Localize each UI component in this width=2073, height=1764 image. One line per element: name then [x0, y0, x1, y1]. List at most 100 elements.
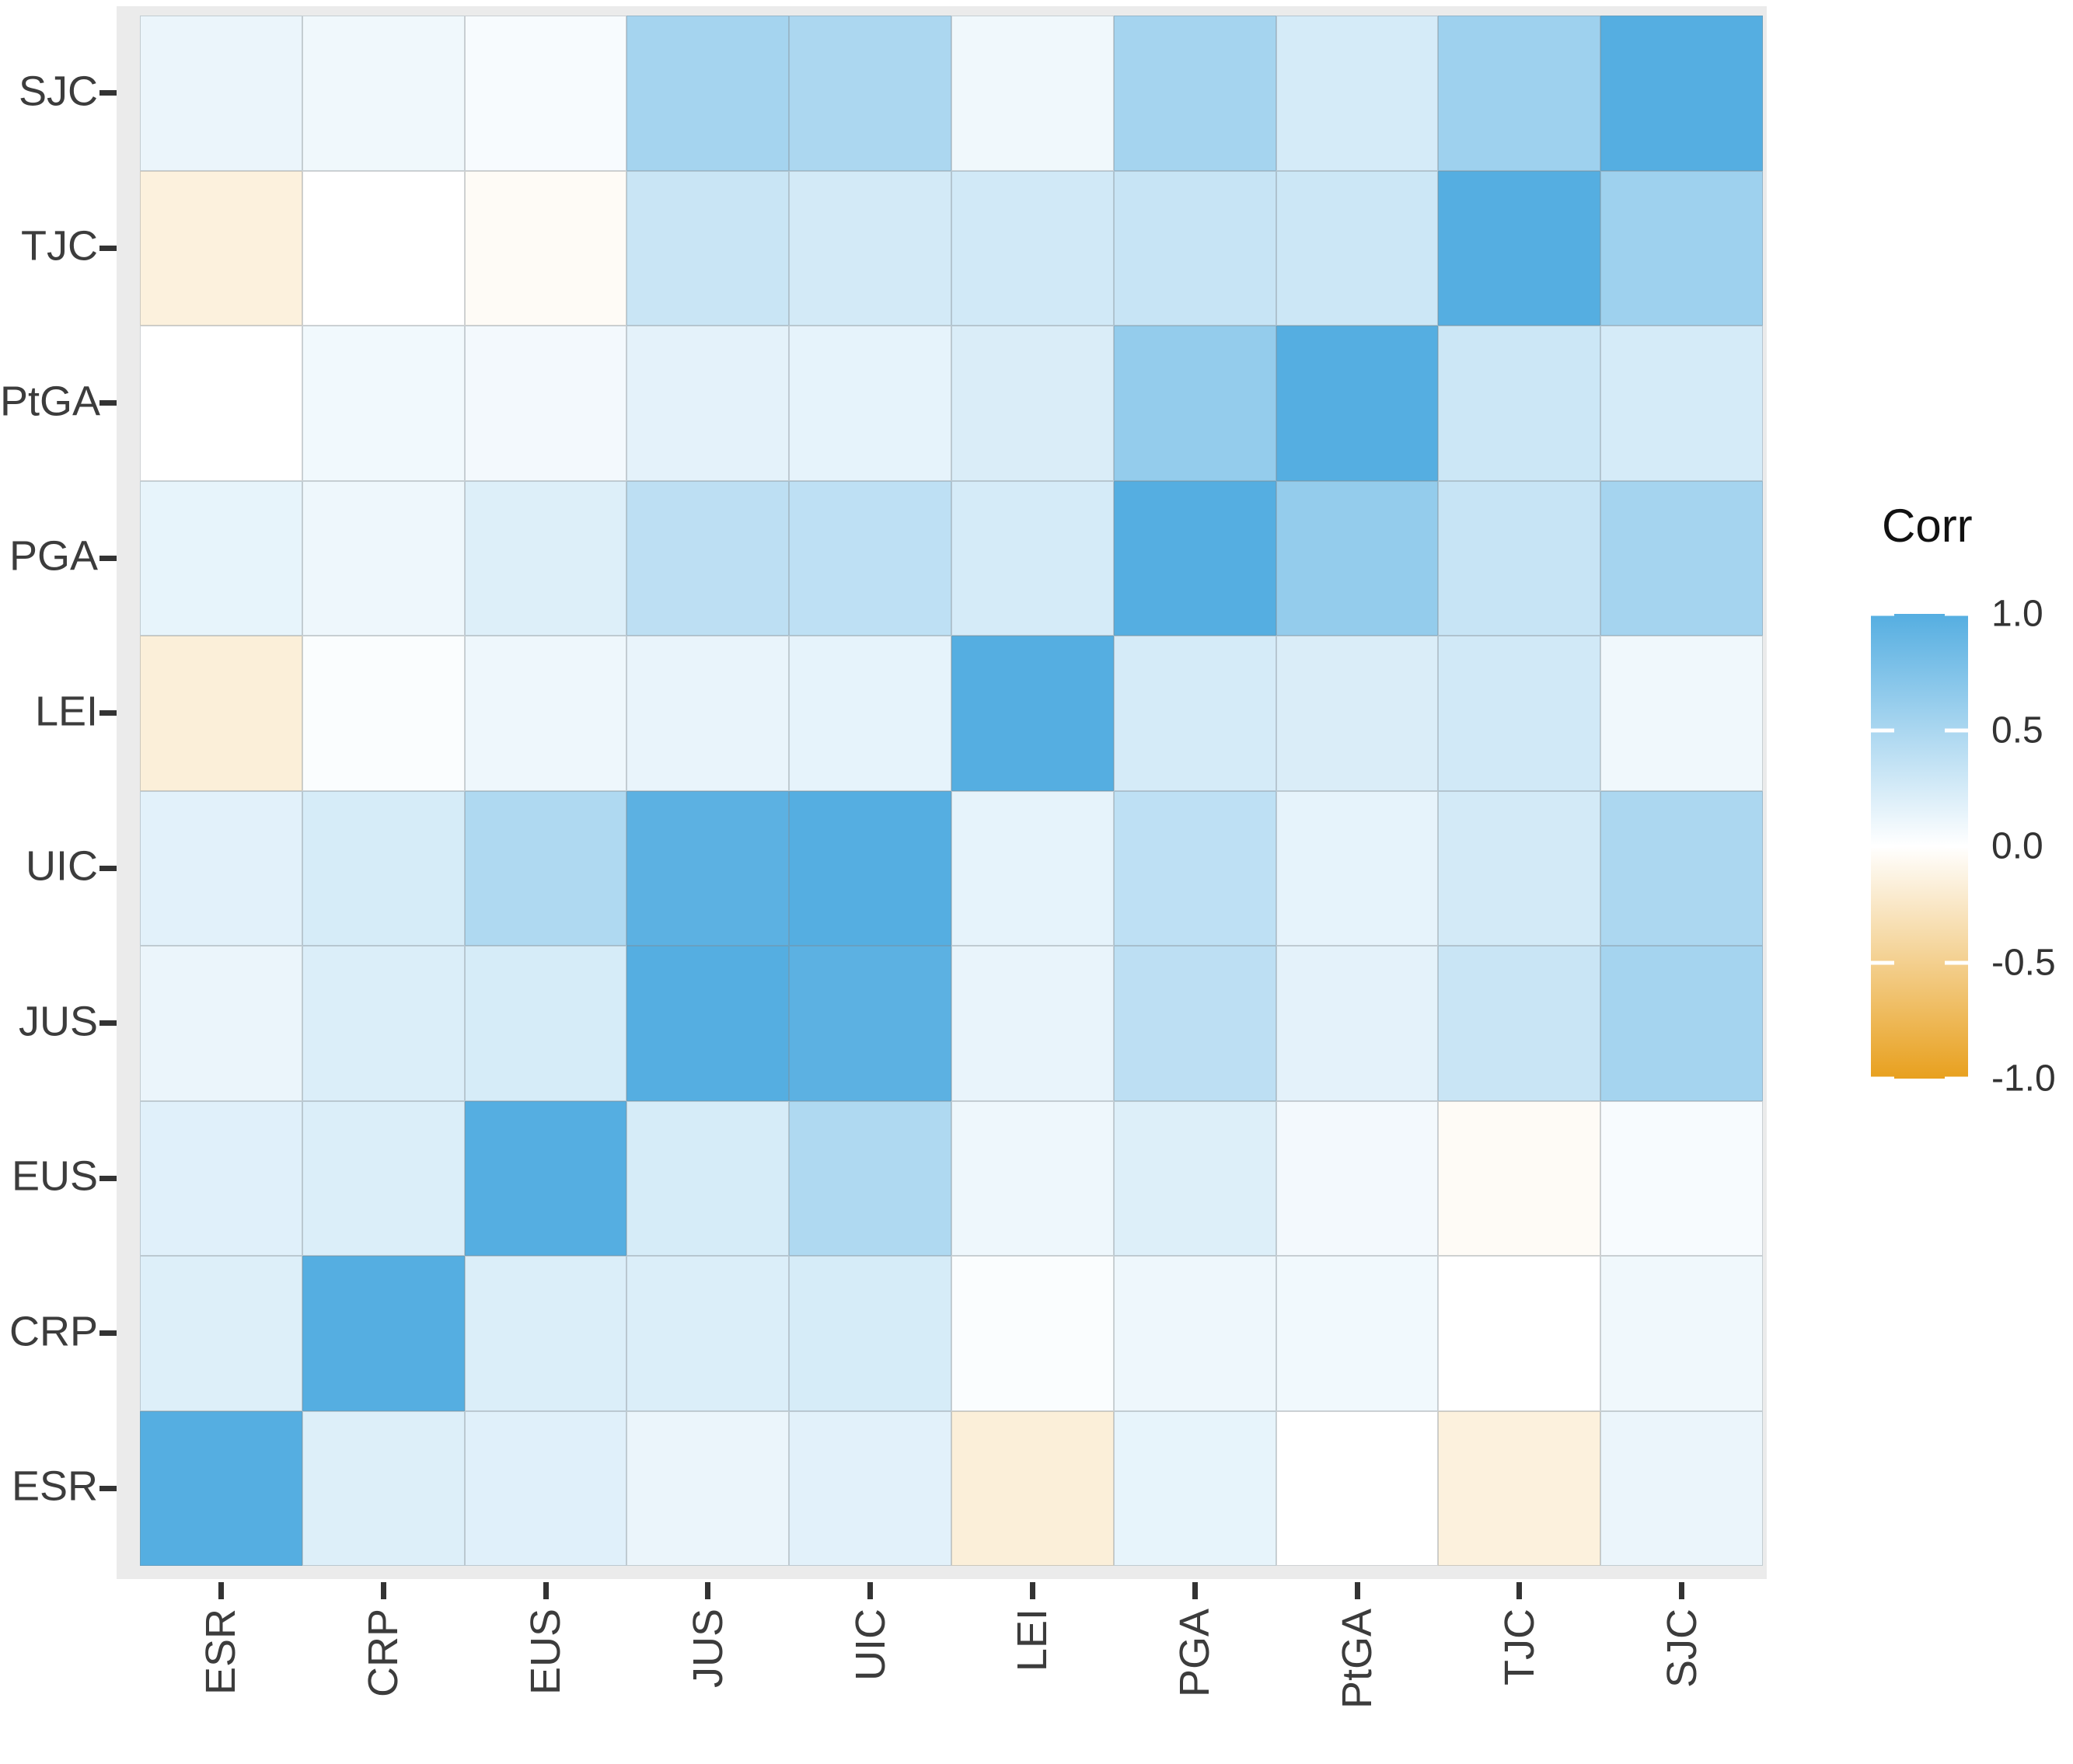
heatmap-cell: [302, 480, 465, 636]
heatmap-cell: [1438, 1256, 1601, 1411]
heatmap-grid: [140, 16, 1763, 1566]
heatmap-cell: [464, 1256, 627, 1411]
legend-tick-mark: [1945, 960, 1968, 964]
heatmap-cell: [789, 636, 951, 791]
heatmap-cell: [626, 480, 790, 636]
heatmap-cell: [626, 1410, 790, 1566]
heatmap-cell: [1438, 16, 1601, 171]
heatmap-cell: [789, 1410, 951, 1566]
heatmap-cell: [140, 636, 302, 791]
legend-tick-mark: [1871, 728, 1894, 732]
y-axis-tick: [99, 710, 117, 716]
heatmap-cell: [951, 16, 1114, 171]
heatmap-cell: [1600, 16, 1763, 171]
heatmap-cell: [626, 1256, 790, 1411]
x-axis-tick: [705, 1582, 711, 1599]
y-axis-tick: [99, 1175, 117, 1181]
heatmap-cell: [626, 170, 790, 326]
legend-tick-label: -0.5: [1991, 942, 2056, 983]
heatmap-cell: [1113, 170, 1276, 326]
heatmap-cell: [464, 170, 627, 326]
y-axis-label: ESR: [11, 1462, 98, 1510]
heatmap-cell: [1600, 480, 1763, 636]
heatmap-cell: [464, 1410, 627, 1566]
heatmap-cell: [789, 170, 951, 326]
heatmap-cell: [1438, 636, 1601, 791]
x-axis-tick: [218, 1582, 224, 1599]
heatmap-cell: [302, 326, 465, 481]
heatmap-cell: [1600, 326, 1763, 481]
heatmap-cell: [464, 16, 627, 171]
x-axis-label: LEI: [1009, 1609, 1056, 1672]
heatmap-cell: [626, 1100, 790, 1256]
heatmap-cell: [302, 790, 465, 946]
heatmap-cell: [789, 326, 951, 481]
legend-tick-label: 0.5: [1991, 709, 2043, 751]
heatmap-cell: [789, 946, 951, 1101]
heatmap-cell: [140, 170, 302, 326]
heatmap-cell: [1600, 946, 1763, 1101]
heatmap-cell: [1600, 170, 1763, 326]
heatmap-cell: [1113, 946, 1276, 1101]
y-axis-label: CRP: [9, 1308, 98, 1355]
y-axis-tick: [99, 865, 117, 871]
heatmap-cell: [1438, 946, 1601, 1101]
heatmap-cell: [140, 326, 302, 481]
x-axis-label: CRP: [360, 1609, 407, 1698]
heatmap-cell: [626, 636, 790, 791]
heatmap-cell: [140, 946, 302, 1101]
legend-title: Corr: [1882, 500, 1973, 552]
y-axis-label: PGA: [9, 532, 98, 580]
x-axis-label: UIC: [846, 1609, 894, 1681]
x-axis-label: SJC: [1658, 1609, 1705, 1689]
heatmap-cell: [1113, 16, 1276, 171]
heatmap-cell: [302, 1256, 465, 1411]
legend-tick-label: -1.0: [1991, 1058, 2056, 1100]
x-axis-tick: [380, 1582, 386, 1599]
x-axis-tick: [1029, 1582, 1035, 1599]
legend: Corr 1.0 0.5 0.0 -0.5 -1.0: [1871, 499, 2073, 1229]
heatmap-cell: [1438, 480, 1601, 636]
heatmap-cell: [626, 946, 790, 1101]
heatmap-cell: [302, 1410, 465, 1566]
heatmap-cell: [1113, 790, 1276, 946]
y-axis-tick: [99, 555, 117, 561]
heatmap-cell: [1276, 790, 1439, 946]
heatmap-cell: [951, 636, 1114, 791]
x-axis-tick: [543, 1582, 549, 1599]
heatmap-cell: [1276, 946, 1439, 1101]
heatmap-cell: [1600, 1256, 1763, 1411]
heatmap-cell: [951, 480, 1114, 636]
heatmap-cell: [789, 1256, 951, 1411]
heatmap-cell: [1113, 480, 1276, 636]
heatmap-cell: [302, 636, 465, 791]
heatmap-cell: [464, 946, 627, 1101]
heatmap-cell: [951, 1100, 1114, 1256]
x-axis-label: TJC: [1495, 1609, 1543, 1686]
heatmap-cell: [951, 1256, 1114, 1411]
heatmap-cell: [1438, 790, 1601, 946]
heatmap-cell: [140, 790, 302, 946]
legend-tick-mark: [1871, 614, 1894, 616]
heatmap-cell: [1113, 326, 1276, 481]
heatmap-cell: [789, 790, 951, 946]
heatmap-cell: [1276, 326, 1439, 481]
x-axis-tick: [1192, 1582, 1198, 1599]
y-axis-label: PtGA: [0, 378, 101, 425]
heatmap-cell: [302, 1100, 465, 1256]
heatmap-cell: [951, 790, 1114, 946]
heatmap-cell: [302, 170, 465, 326]
heatmap-cell: [464, 790, 627, 946]
heatmap-cell: [951, 170, 1114, 326]
legend-tick-mark: [1945, 614, 1968, 616]
heatmap-cell: [1600, 636, 1763, 791]
heatmap-cell: [302, 16, 465, 171]
heatmap-cell: [1438, 170, 1601, 326]
y-axis-tick: [99, 245, 117, 251]
legend-tick-label: 1.0: [1991, 593, 2043, 635]
heatmap-cell: [789, 480, 951, 636]
heatmap-cell: [464, 480, 627, 636]
y-axis-tick: [99, 1485, 117, 1491]
heatmap-cell: [1276, 170, 1439, 326]
heatmap-cell: [1600, 790, 1763, 946]
